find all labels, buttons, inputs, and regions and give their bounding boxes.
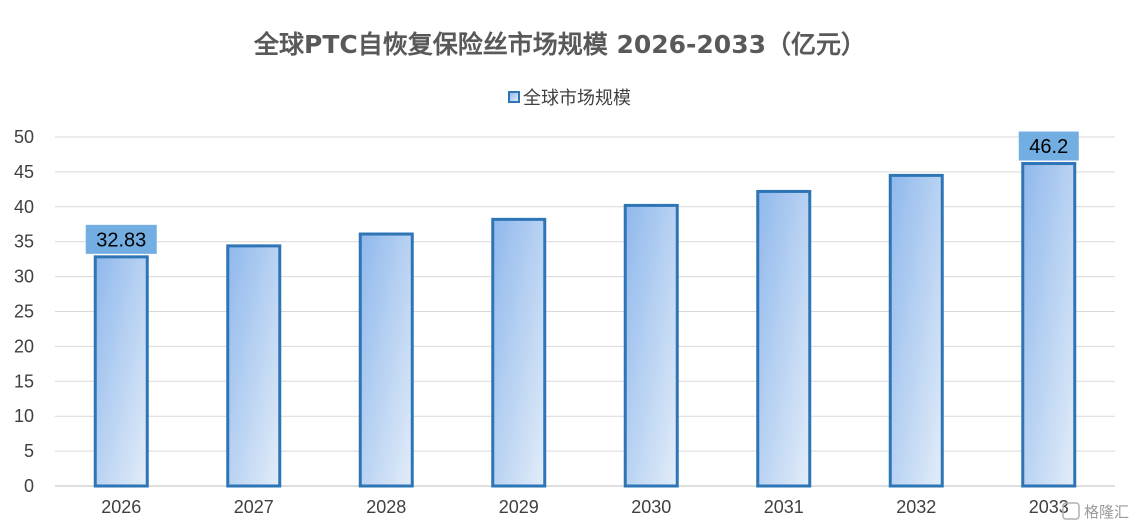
data-label-box (1018, 131, 1079, 161)
y-tick-label: 0 (24, 476, 34, 496)
chart-title: 全球PTC自恢复保险丝市场规模 2026-2033（亿元） (253, 30, 866, 59)
x-tick-label: 2033 (1029, 497, 1069, 517)
x-tick-label: 2028 (366, 497, 406, 517)
bar-2031 (756, 189, 812, 488)
data-labels: 32.83 46.2 (85, 131, 1079, 254)
x-tick-label: 2030 (631, 497, 671, 517)
bar-2027 (226, 244, 282, 488)
y-tick-label: 30 (14, 267, 34, 287)
y-tick-label: 35 (14, 232, 34, 252)
y-tick-label: 15 (14, 371, 34, 391)
y-axis-ticks: 0 5 10 15 20 25 30 35 40 45 50 (14, 127, 34, 496)
y-tick-label: 5 (24, 441, 34, 461)
watermark: 格隆汇 (1062, 502, 1129, 521)
bars (93, 162, 1077, 488)
y-tick-label: 50 (14, 127, 34, 147)
bar-2033 (1021, 162, 1077, 488)
bar-2029 (491, 217, 547, 488)
bar-2026 (93, 255, 149, 488)
data-label: 32.83 (96, 229, 146, 251)
y-tick-label: 45 (14, 162, 34, 182)
x-tick-label: 2026 (101, 497, 141, 517)
watermark-logo-icon (1062, 502, 1080, 520)
bar-2030 (623, 203, 679, 488)
x-axis-ticks: 2026 2027 2028 2029 2030 2031 2032 2033 (101, 497, 1069, 517)
bar-2028 (358, 232, 414, 488)
y-tick-label: 40 (14, 197, 34, 217)
y-tick-label: 20 (14, 336, 34, 356)
data-label: 46.2 (1029, 136, 1068, 158)
legend-swatch (508, 91, 520, 103)
grid (55, 136, 1115, 487)
legend: 全球市场规模 (508, 88, 631, 109)
x-tick-label: 2032 (896, 497, 936, 517)
legend-label: 全球市场规模 (523, 88, 631, 109)
x-tick-label: 2027 (234, 497, 274, 517)
y-tick-label: 25 (14, 302, 34, 322)
y-tick-label: 10 (14, 406, 34, 426)
bar-2032 (888, 173, 944, 488)
watermark-text: 格隆汇 (1084, 503, 1129, 521)
x-tick-label: 2031 (764, 497, 804, 517)
data-label-box (85, 224, 157, 254)
x-tick-label: 2029 (499, 497, 539, 517)
